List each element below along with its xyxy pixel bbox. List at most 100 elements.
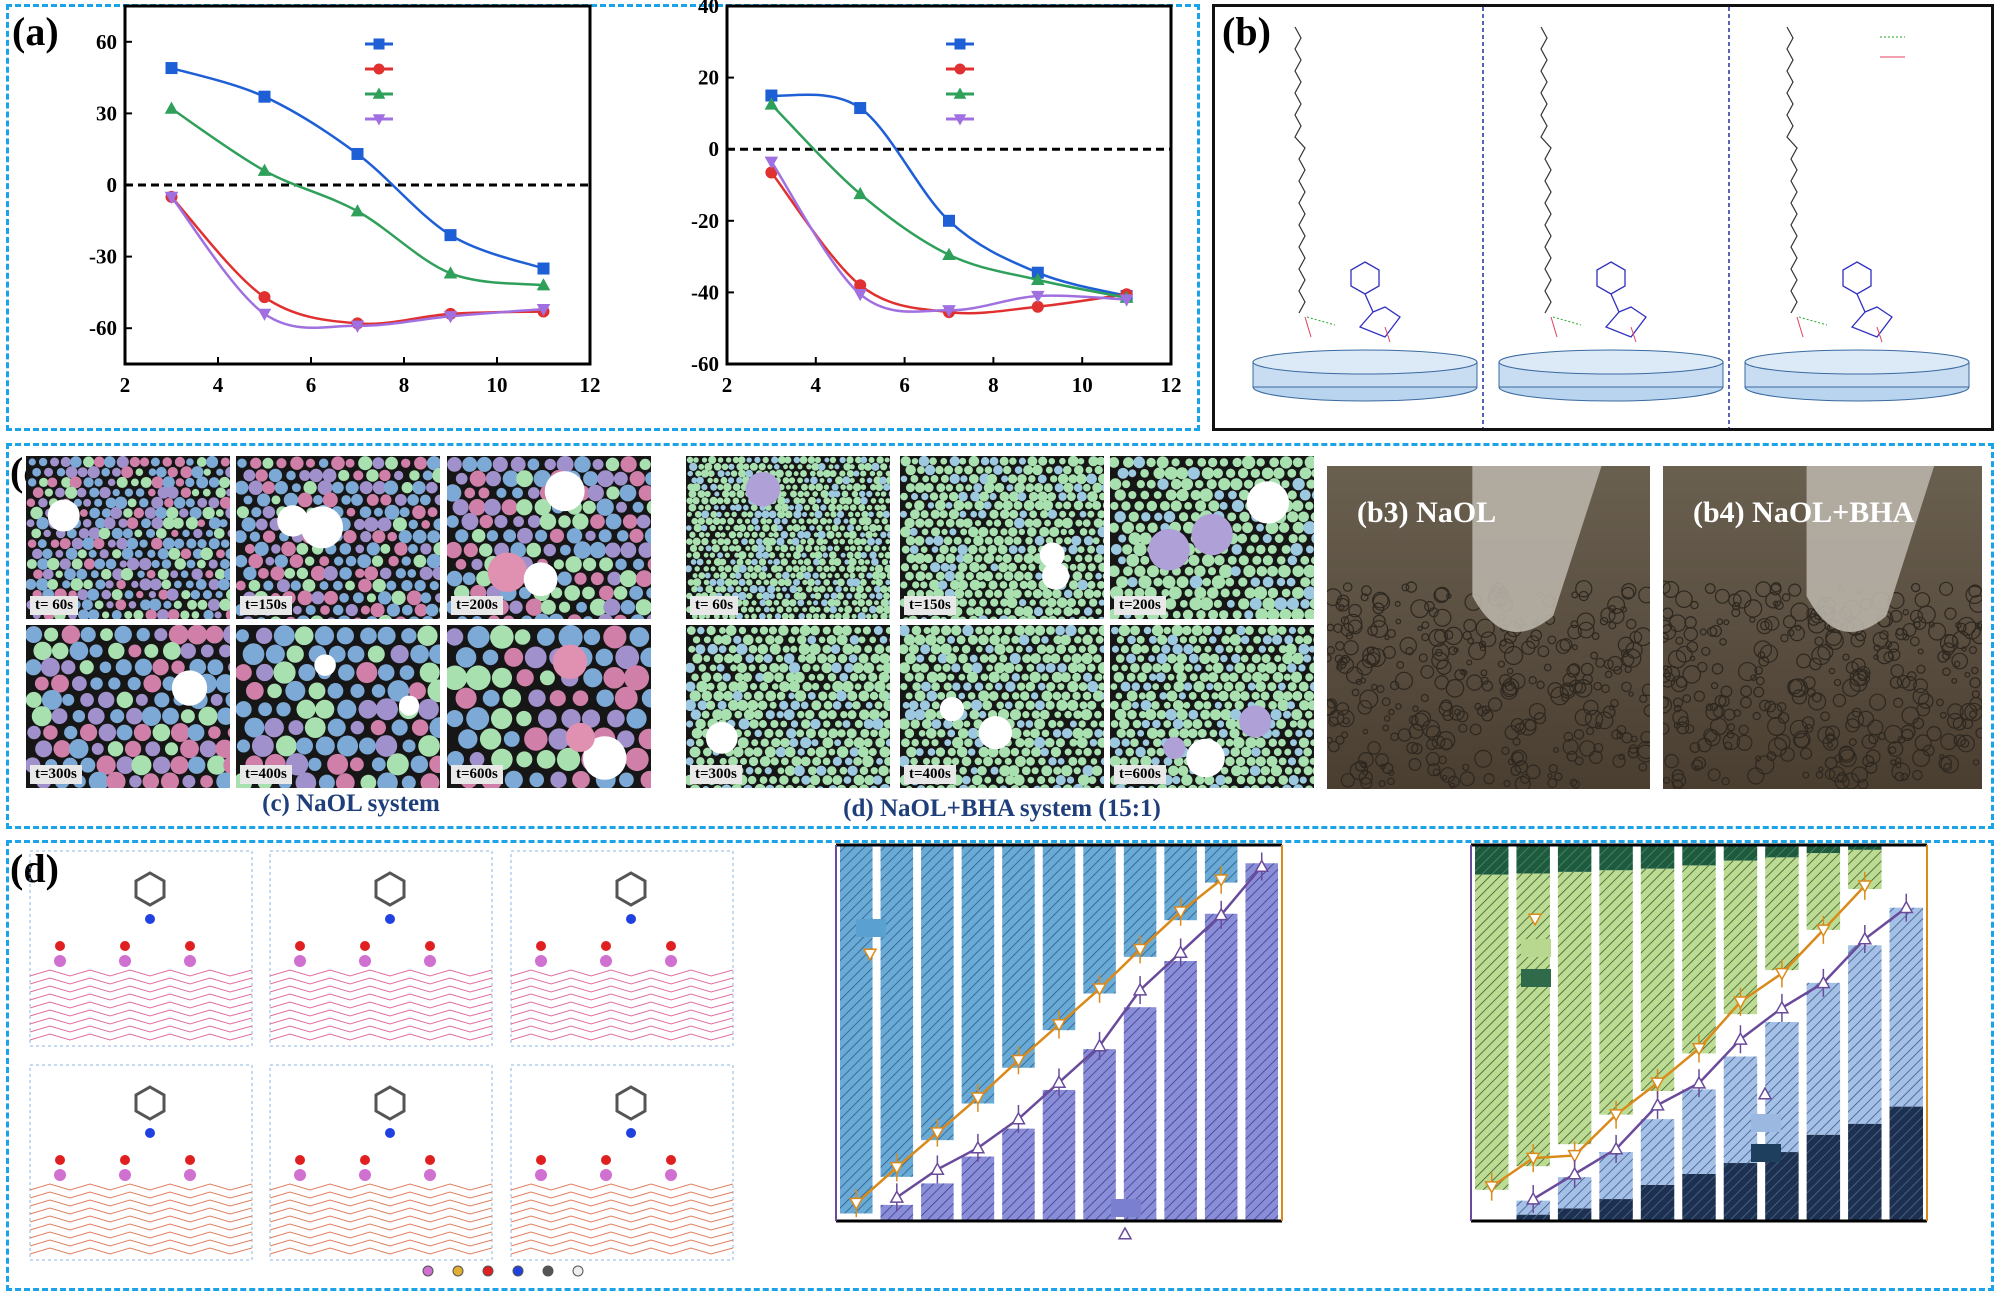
foam-bubble <box>1711 663 1724 675</box>
oxygen-atom <box>425 1155 435 1165</box>
marker-triangle-up <box>1774 1000 1790 1014</box>
bubble <box>1126 553 1140 567</box>
bubble <box>847 690 858 702</box>
foam-bubble <box>1889 609 1903 623</box>
bubble <box>744 747 754 757</box>
bubble <box>908 644 919 655</box>
bubble <box>208 477 220 488</box>
bubble <box>996 776 1004 784</box>
bubble <box>544 458 556 471</box>
bubble <box>947 729 956 738</box>
bubble <box>984 466 993 474</box>
bubble <box>513 516 525 527</box>
bubble <box>394 493 407 506</box>
bubble <box>808 673 816 681</box>
bubble <box>1167 784 1177 788</box>
bubble <box>1153 577 1163 587</box>
bubble <box>1024 571 1033 581</box>
bubble <box>47 477 58 488</box>
bubble <box>78 528 90 539</box>
bubble <box>134 658 153 676</box>
bubble <box>1202 625 1213 636</box>
bubble <box>182 775 196 788</box>
bubble <box>1034 535 1045 546</box>
bar-siol <box>1765 845 1799 858</box>
bubble <box>920 644 931 655</box>
bubble <box>422 616 434 619</box>
bubble <box>879 710 889 719</box>
bubble <box>1132 719 1142 729</box>
bubble <box>1313 637 1314 643</box>
foam-bubble <box>1431 651 1449 670</box>
bubble <box>823 683 831 691</box>
bubble <box>1047 776 1056 784</box>
bubble <box>846 728 857 739</box>
bubble <box>180 487 192 498</box>
bubble <box>866 504 873 511</box>
bubble <box>1110 478 1122 491</box>
bubble <box>900 563 910 572</box>
bubble <box>1143 626 1152 635</box>
bubble <box>862 626 871 635</box>
bubble <box>1145 709 1157 721</box>
bubble <box>426 481 438 494</box>
bubble <box>1309 627 1314 634</box>
bubble <box>1246 756 1256 766</box>
bubble <box>762 524 770 532</box>
bubble <box>751 613 757 619</box>
foam-image-tile: t= 60s <box>26 456 230 619</box>
marker-circle <box>258 291 271 304</box>
bubble <box>1204 645 1212 653</box>
foam-bubble <box>1580 662 1594 676</box>
bubble <box>1292 586 1304 599</box>
bubble <box>818 558 826 566</box>
bubble <box>622 514 638 529</box>
bubble <box>864 774 875 786</box>
bubble <box>853 774 865 786</box>
foam-bubble <box>1343 640 1359 656</box>
lattice <box>269 1215 493 1223</box>
bubble <box>1146 457 1156 468</box>
bubble <box>771 456 779 464</box>
bubble <box>156 466 167 478</box>
bubble <box>1044 737 1055 748</box>
bubble <box>1286 701 1296 710</box>
bubble <box>327 753 349 775</box>
bubble <box>447 628 464 646</box>
foam-bubble <box>1502 678 1520 696</box>
bubble <box>1199 488 1213 502</box>
bubble <box>1176 671 1187 683</box>
bubble <box>1057 473 1069 485</box>
bubble <box>1283 673 1291 681</box>
bubble <box>710 510 718 518</box>
benzene-ring <box>1842 261 1872 295</box>
foam-bubble <box>1387 777 1395 786</box>
bubble <box>42 548 53 559</box>
bubble <box>339 543 352 555</box>
bubble <box>59 538 71 550</box>
bubble <box>1033 606 1044 617</box>
bubble <box>254 541 269 557</box>
bubble <box>44 627 59 642</box>
large-bubble <box>705 722 738 754</box>
bar-albaloh <box>1806 982 1841 1135</box>
bubble <box>846 564 856 573</box>
foam-bubble <box>1765 592 1782 609</box>
bubble <box>124 740 142 757</box>
bubble <box>988 784 998 788</box>
bubble <box>309 468 323 483</box>
bubble <box>216 549 225 559</box>
bubble <box>148 488 156 497</box>
bubble <box>133 723 152 742</box>
bubble <box>241 517 256 532</box>
foam-bubble <box>1334 654 1344 664</box>
foam-bubble <box>1755 676 1765 686</box>
benzene-ring <box>1350 261 1380 295</box>
bubble <box>1211 575 1226 589</box>
bubble <box>1067 662 1079 674</box>
bubble <box>371 555 384 567</box>
bubble <box>83 477 94 488</box>
bubble <box>701 484 708 491</box>
panel-a-frame <box>6 4 1200 431</box>
bubble <box>43 725 58 740</box>
